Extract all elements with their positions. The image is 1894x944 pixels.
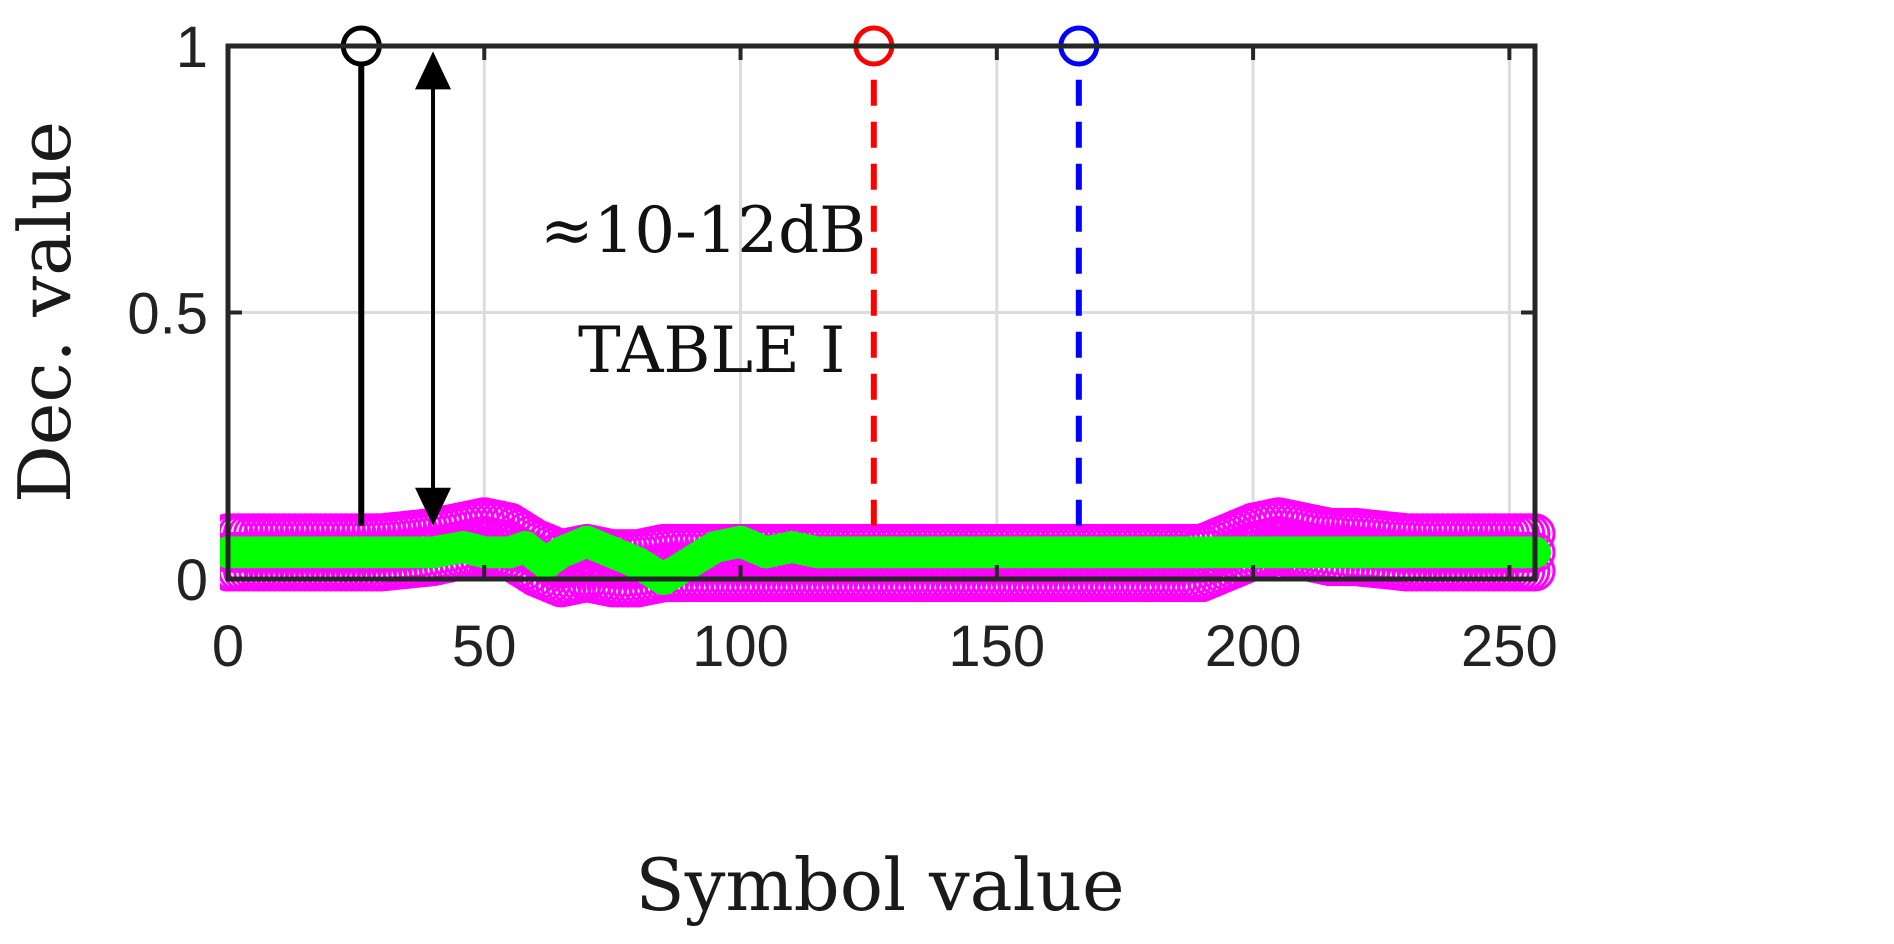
x-tick-label: 200 bbox=[1205, 614, 1302, 679]
annotations: ≈10-12dB TABLE I bbox=[415, 51, 866, 526]
y-tick-label: 0.5 bbox=[127, 282, 208, 347]
y-tick-label: 0 bbox=[176, 548, 208, 613]
x-tick-label: 50 bbox=[452, 614, 517, 679]
annotation-arrow-head-up bbox=[415, 51, 452, 90]
data-layer bbox=[220, 497, 1556, 608]
annotation-label-table: TABLE I bbox=[578, 314, 845, 388]
x-tick-label: 250 bbox=[1461, 614, 1558, 679]
x-tick-label: 100 bbox=[692, 614, 789, 679]
y-tick-label: 1 bbox=[176, 15, 208, 80]
x-tick-label: 0 bbox=[212, 614, 244, 679]
series-1 bbox=[220, 525, 1551, 595]
x-axis-label: Symbol value bbox=[635, 843, 1124, 927]
x-tick-label: 150 bbox=[948, 614, 1045, 679]
annotation-label-db: ≈10-12dB bbox=[540, 194, 866, 268]
grid bbox=[228, 46, 1535, 579]
y-axis-label: Dec. value bbox=[3, 121, 87, 503]
annotation-arrow-head-down bbox=[415, 487, 452, 526]
ticks: 0 50 100 150 200 250 0 0.5 1 bbox=[127, 15, 1557, 679]
